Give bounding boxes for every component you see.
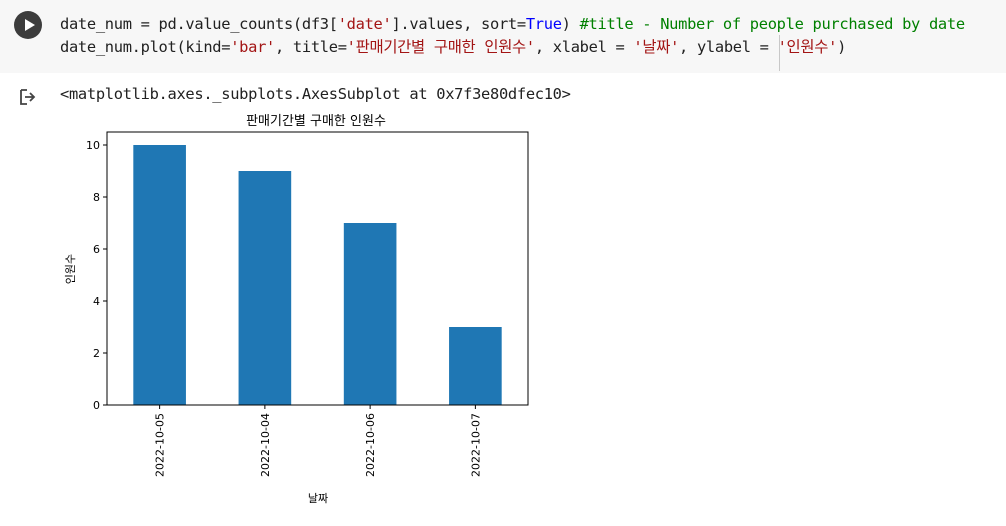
y-tick-label: 6 <box>93 243 100 256</box>
code-text: ].values, sort= <box>391 15 526 33</box>
x-tick-label: 2022-10-04 <box>259 413 272 477</box>
y-tick-label: 4 <box>93 295 100 308</box>
run-cell-button[interactable] <box>14 11 42 39</box>
chart-title: 판매기간별 구매한 인원수 <box>246 114 386 129</box>
output-arrow-icon[interactable] <box>19 88 37 106</box>
code-text: , title= <box>275 38 347 56</box>
y-tick-label: 8 <box>93 191 100 204</box>
code-string: '판매기간별 구매한 인원수' <box>346 38 536 56</box>
code-text: date_num = pd.value_counts(df3[ <box>60 15 338 33</box>
bar-2022-10-07 <box>449 327 502 405</box>
code-string: '날짜' <box>633 38 680 56</box>
code-text: ) <box>837 38 847 56</box>
y-tick-label: 0 <box>93 399 100 412</box>
code-text: , ylabel = <box>679 38 778 56</box>
code-comment: #title - Number of people purchased by d… <box>579 15 966 33</box>
code-text: , xlabel = <box>534 38 634 56</box>
y-axis-label: 인원수 <box>64 254 77 284</box>
editor-ruler <box>779 35 780 71</box>
x-tick-label: 2022-10-07 <box>469 413 482 477</box>
output-text: <matplotlib.axes._subplots.AxesSubplot a… <box>60 85 571 103</box>
code-string: 'bar' <box>230 38 275 56</box>
code-cell[interactable]: date_num = pd.value_counts(df3['date'].v… <box>0 0 1006 73</box>
code-text: date_num.plot(kind= <box>60 38 231 56</box>
code-editor[interactable]: date_num = pd.value_counts(df3['date'].v… <box>60 13 965 59</box>
code-string: 'date' <box>337 15 392 33</box>
bar-2022-10-04 <box>238 171 292 405</box>
code-string: '인원수' <box>777 38 838 56</box>
x-axis-label: 날짜 <box>308 492 328 505</box>
y-tick-label: 2 <box>93 347 100 360</box>
bar-2022-10-06 <box>343 223 397 405</box>
bar-2022-10-05 <box>133 145 186 405</box>
play-icon <box>25 19 35 31</box>
x-tick-label: 2022-10-05 <box>154 413 167 477</box>
y-tick-label: 10 <box>86 139 100 152</box>
code-keyword: True <box>525 15 562 33</box>
x-tick-label: 2022-10-06 <box>364 413 377 477</box>
code-text: ) <box>561 15 580 33</box>
plot-frame <box>106 131 529 406</box>
